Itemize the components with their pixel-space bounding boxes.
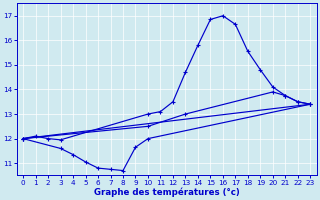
X-axis label: Graphe des températures (°c): Graphe des températures (°c) — [94, 187, 240, 197]
